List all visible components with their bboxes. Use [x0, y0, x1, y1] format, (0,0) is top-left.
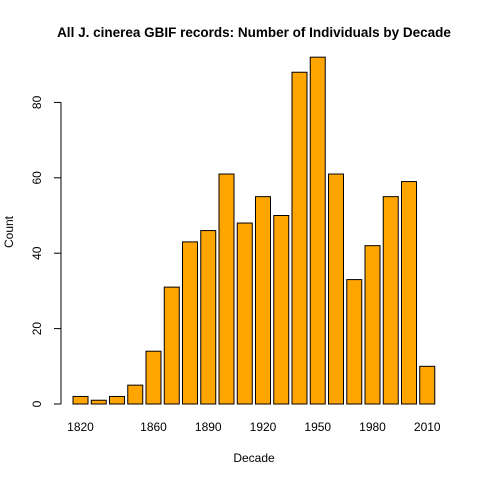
bar-1870 [163, 286, 180, 405]
bar-1970 [346, 279, 363, 405]
x-tick-label: 1920 [250, 420, 277, 434]
y-tick-label: 0 [30, 400, 44, 407]
bar-1880 [182, 241, 198, 405]
x-axis: 1820 1860 1890 1920 1950 1980 2010 [67, 420, 441, 434]
y-tick-label: 40 [30, 246, 44, 260]
bar-1890 [200, 230, 217, 405]
y-axis-label: Count [2, 215, 16, 248]
bar-1900 [218, 173, 235, 405]
bar-1910 [236, 222, 253, 405]
x-tick-label: 2010 [414, 420, 441, 434]
y-tick-label: 80 [30, 95, 44, 109]
bar-1840 [109, 395, 125, 405]
x-tick-label: 1950 [304, 420, 331, 434]
x-tick-label: 1980 [359, 420, 386, 434]
bar-1950 [309, 56, 326, 405]
y-tick-label: 20 [30, 322, 44, 336]
bar-1860 [145, 350, 162, 405]
y-axis: 0 20 40 60 80 [30, 95, 62, 407]
bar-1820 [72, 395, 89, 405]
x-axis-label: Decade [233, 451, 275, 465]
bar-2000 [401, 181, 417, 405]
y-tick-label: 60 [30, 171, 44, 185]
x-tick-label: 1860 [140, 420, 167, 434]
chart-title: All J. cinerea GBIF records: Number of I… [57, 25, 451, 40]
bar-1920 [255, 196, 271, 405]
bars-layer [72, 56, 436, 405]
bar-1980 [364, 245, 381, 405]
bar-1940 [291, 71, 308, 405]
bar-1830 [90, 399, 107, 405]
x-tick-label: 1820 [67, 420, 94, 434]
x-tick-label: 1890 [195, 420, 222, 434]
bar-1930 [273, 215, 290, 405]
bar-1850 [127, 384, 144, 405]
bar-1990 [382, 196, 399, 405]
bar-2010 [419, 365, 436, 405]
bar-1960 [328, 173, 344, 405]
